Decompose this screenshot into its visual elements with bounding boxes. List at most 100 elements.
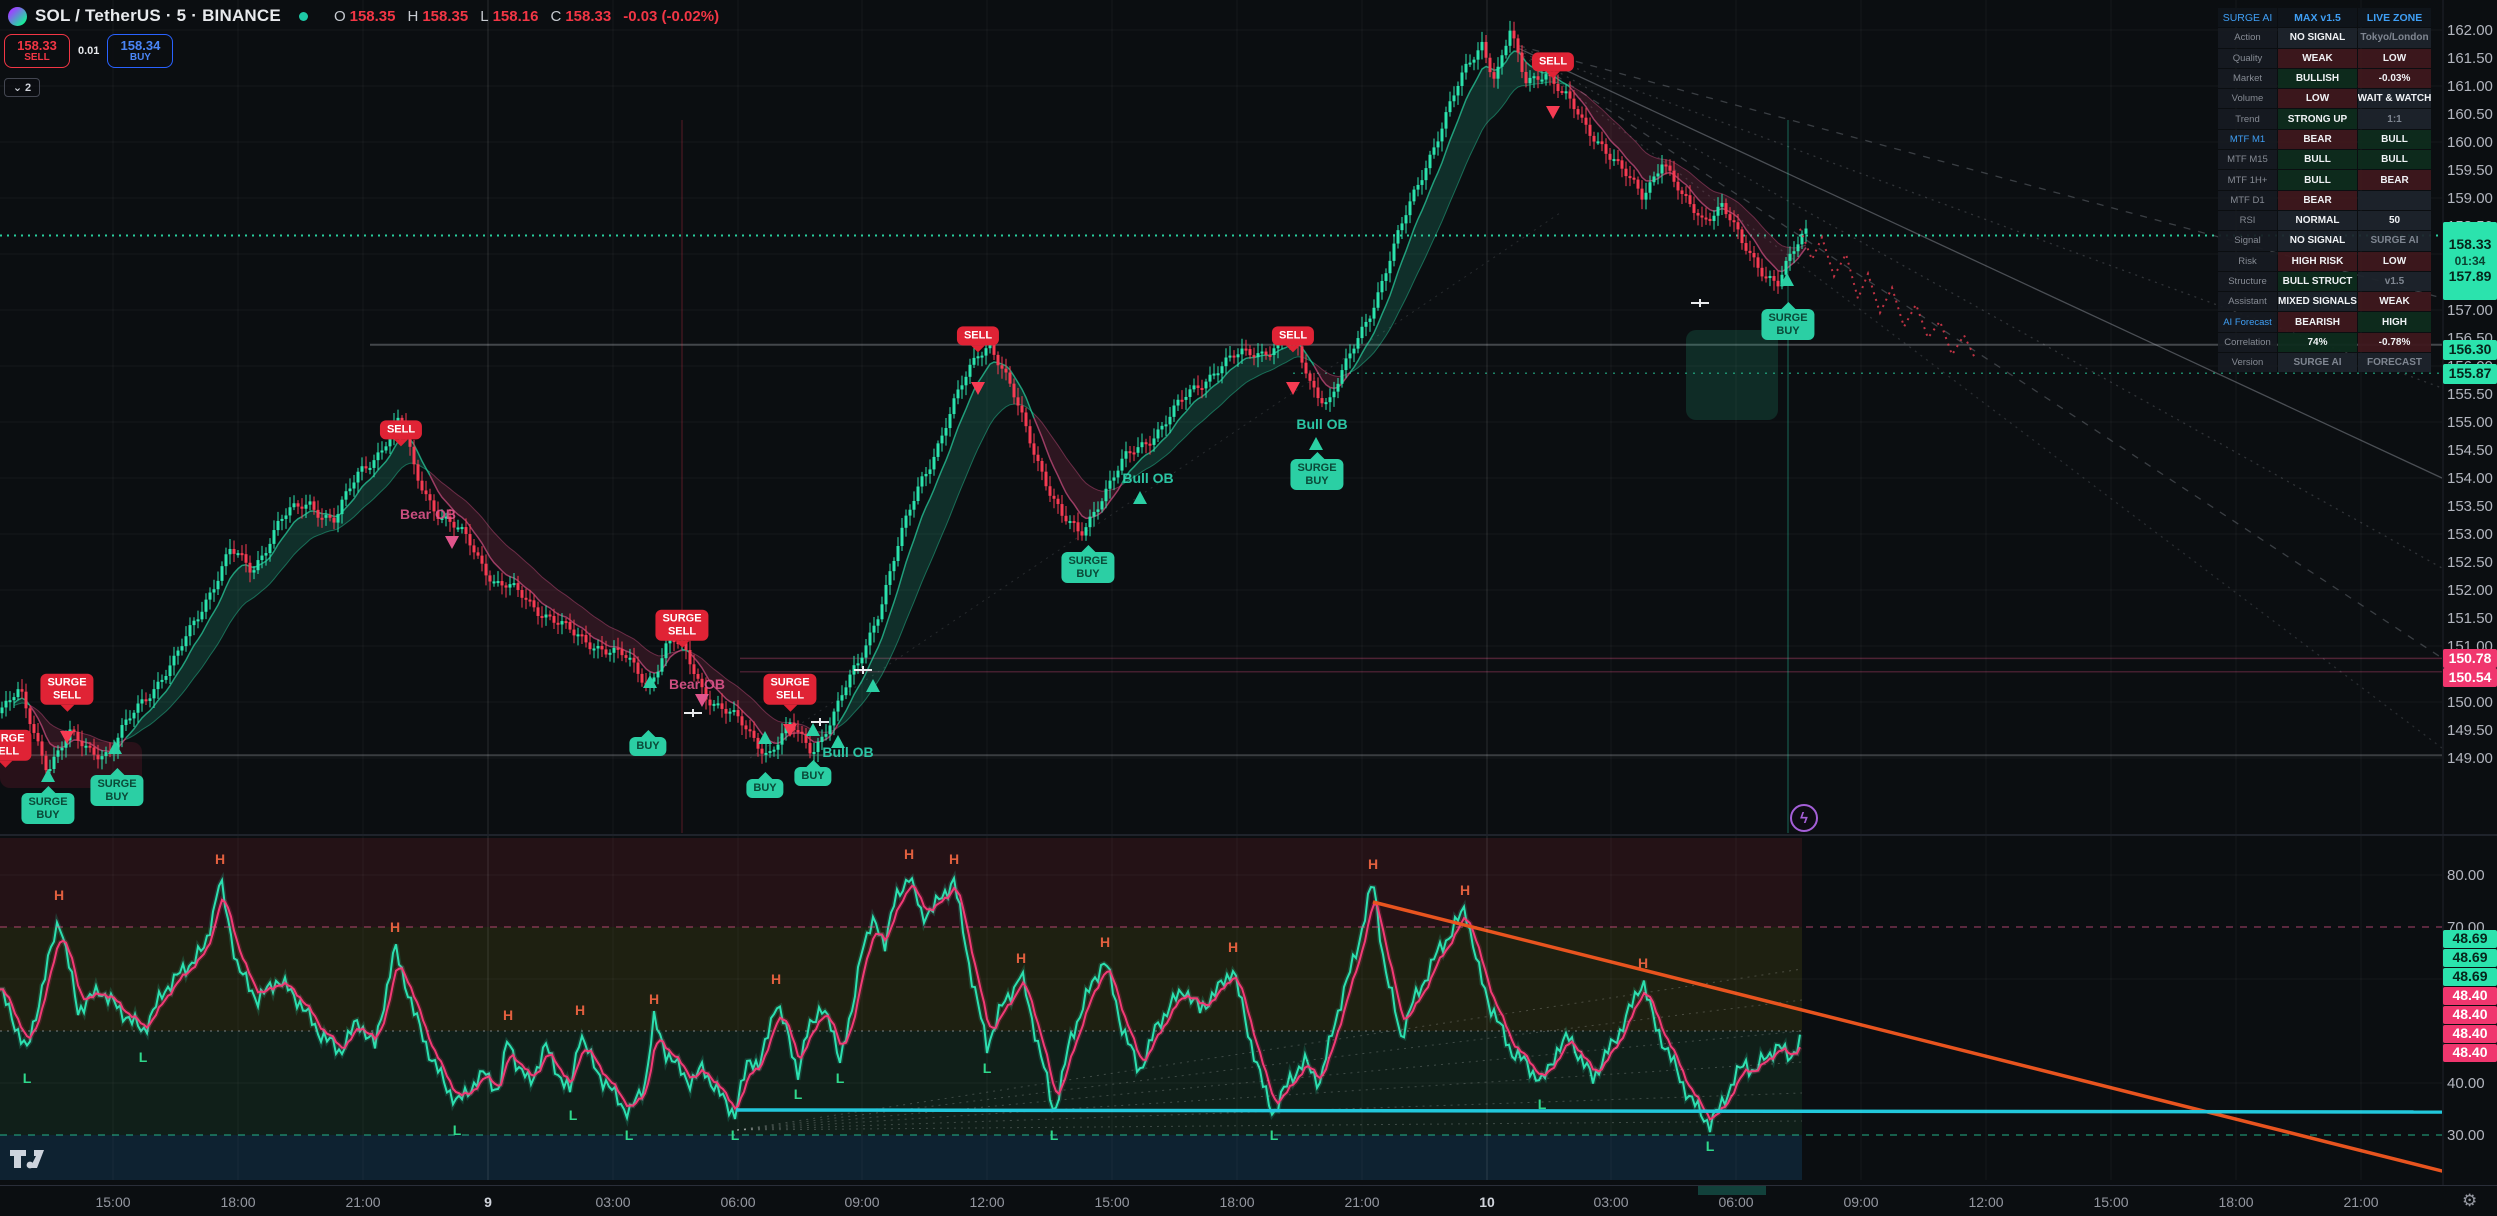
price-tick: 152.50 <box>2447 554 2493 571</box>
candle-body <box>268 543 272 554</box>
time-tick[interactable]: 18:00 <box>2218 1194 2254 1210</box>
time-tick[interactable]: 21:00 <box>2343 1194 2379 1210</box>
candle-body <box>1352 348 1356 354</box>
candle-body <box>1132 452 1136 455</box>
time-tick[interactable]: 18:00 <box>1219 1194 1255 1210</box>
surge-buy-tag: SURGE BUY <box>1761 309 1815 341</box>
candle-body <box>424 490 428 495</box>
candle-body <box>1408 201 1412 216</box>
osc-cyan-support-line[interactable] <box>735 1108 2442 1114</box>
candle-body <box>440 517 444 520</box>
candle-body <box>536 607 540 616</box>
candle-body <box>364 466 368 469</box>
price-badge: 150.54 <box>2443 668 2497 687</box>
time-tick[interactable]: 15:00 <box>1094 1194 1130 1210</box>
tag-line: BUY <box>801 770 825 782</box>
candle-body <box>1804 228 1808 234</box>
buy-tag: BUY <box>794 767 832 786</box>
buy-button[interactable]: 158.34 BUY <box>107 34 174 68</box>
symbol-title[interactable]: SOL / TetherUS · 5 · BINANCE <box>35 6 281 25</box>
ribbon-fast-edge <box>429 475 683 674</box>
time-axis[interactable]: 15:00 18:00 21:00 9 03:00 06:00 09:00 12:00 15:0… <box>0 1185 2497 1216</box>
candle-body <box>716 703 720 706</box>
tag-line: BUY <box>1076 567 1100 580</box>
osc-zone <box>0 838 1802 927</box>
candle-body <box>164 675 168 680</box>
candle-body <box>32 724 36 733</box>
candle-body <box>88 745 92 748</box>
time-tick[interactable]: 9 <box>484 1194 492 1210</box>
time-tick[interactable]: 21:00 <box>1344 1194 1380 1210</box>
session-highlight <box>1698 1186 1766 1195</box>
candle-body <box>1076 522 1080 532</box>
candle-body <box>1632 177 1636 180</box>
time-tick[interactable]: 12:00 <box>969 1194 1005 1210</box>
time-tick[interactable]: 18:00 <box>220 1194 256 1210</box>
candle-body <box>1172 405 1176 417</box>
panel-row-label: Volume <box>2218 89 2277 109</box>
osc-orange-trendline[interactable] <box>1372 900 2446 1173</box>
time-tick[interactable]: 21:00 <box>345 1194 381 1210</box>
candle-body <box>604 649 608 655</box>
ribbon-slow-edge <box>1313 362 1351 378</box>
candle-body <box>1316 387 1320 399</box>
time-tick[interactable]: 06:00 <box>1718 1194 1754 1210</box>
time-tick[interactable]: 09:00 <box>1843 1194 1879 1210</box>
pivot-high-label: H <box>1637 955 1649 971</box>
sell-button[interactable]: 158.33 SELL <box>4 34 70 68</box>
time-tick[interactable]: 03:00 <box>1593 1194 1629 1210</box>
ribbon-slow-edge <box>1349 81 1571 374</box>
oscillator-pane[interactable] <box>0 838 2446 1180</box>
candle-body <box>1440 128 1444 142</box>
time-tick[interactable]: 09:00 <box>844 1194 880 1210</box>
candle-body <box>1068 521 1072 524</box>
gear-icon[interactable]: ⚙ <box>2462 1191 2478 1210</box>
pivot-high-label: H <box>53 887 65 904</box>
candle-body <box>1112 477 1116 481</box>
sol-coin-icon <box>8 6 27 26</box>
time-tick[interactable]: 15:00 <box>2093 1194 2129 1210</box>
chart-canvas[interactable] <box>0 0 2497 1185</box>
candle-body <box>1724 203 1728 215</box>
lightning-trade-icon[interactable]: ϟ <box>1790 804 1818 832</box>
candle-body <box>960 385 964 390</box>
collapse-indicators-button[interactable]: ⌄ 2 <box>4 78 40 97</box>
tradingview-logo-icon[interactable] <box>10 1146 52 1172</box>
pivot-low-label: L <box>730 1127 740 1144</box>
tag-line: BUY <box>36 808 60 821</box>
candle-body <box>312 501 316 510</box>
candle-body <box>1104 488 1108 502</box>
ribbon-slow-edge <box>837 403 1035 728</box>
panel-row-label: Market <box>2218 68 2277 89</box>
ai-forecast-line <box>1799 228 1977 361</box>
candle-body <box>192 620 196 626</box>
candle-body <box>20 689 24 692</box>
time-tick[interactable]: 10 <box>1479 1194 1495 1210</box>
panel-row: RSI NORMAL 50 <box>2218 210 2432 231</box>
candle-body <box>1612 159 1616 162</box>
time-tick[interactable]: 06:00 <box>720 1194 756 1210</box>
price-badge-line: 158.33 <box>2448 236 2492 253</box>
bear-triangle-marker <box>445 536 459 549</box>
price-pane[interactable] <box>0 20 2442 833</box>
candle-body <box>984 348 988 356</box>
candle-body <box>228 548 232 555</box>
candle-body <box>1528 77 1532 84</box>
time-tick[interactable]: 03:00 <box>595 1194 631 1210</box>
price-tick: 149.50 <box>2447 722 2493 739</box>
ribbon-fast-edge <box>1313 365 1351 390</box>
sell-tag: SELL <box>956 326 1000 345</box>
price-badge-line: 155.87 <box>2448 365 2492 382</box>
panel-cell: 50 <box>2358 210 2431 231</box>
candle-body <box>252 570 256 573</box>
candle-body <box>1500 55 1504 67</box>
time-tick[interactable]: 12:00 <box>1968 1194 2004 1210</box>
panel-cell: -0.78% <box>2358 332 2431 353</box>
time-tick[interactable]: 15:00 <box>95 1194 131 1210</box>
candle-body <box>828 725 832 735</box>
candle-body <box>1336 383 1340 392</box>
pivot-low-label: L <box>452 1122 462 1139</box>
panel-row: Assistant MIXED SIGNALS WEAK <box>2218 292 2432 312</box>
order-widget: 158.33 SELL 0.01 158.34 BUY <box>4 34 174 68</box>
